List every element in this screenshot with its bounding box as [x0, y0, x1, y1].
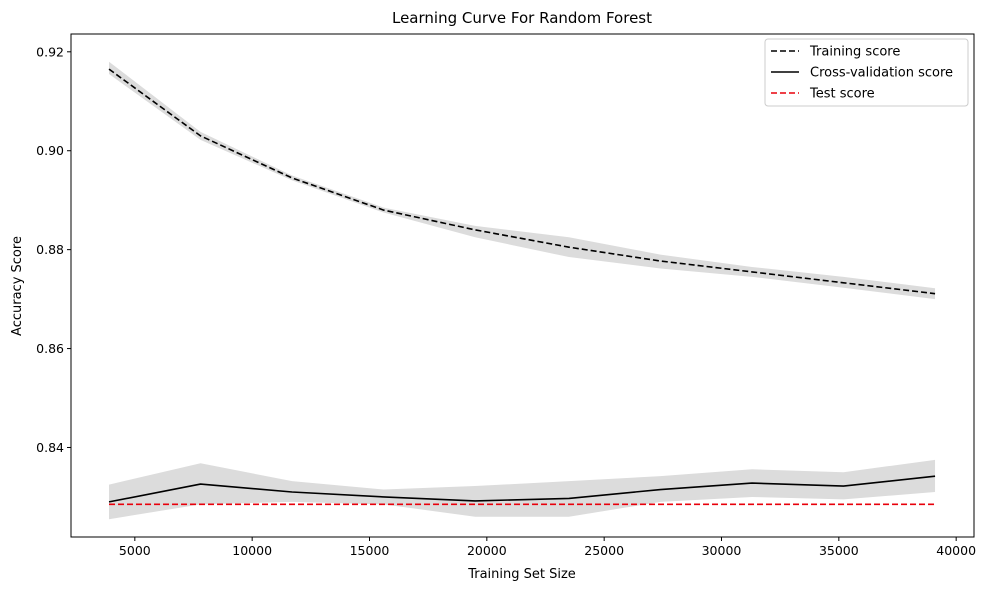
x-axis-title: Training Set Size: [467, 567, 576, 582]
series-line-1: [108, 475, 936, 503]
y-tick-label: 0.84: [36, 440, 64, 455]
plot-area: 5000 10000 15000 20000 25000 30000 35000 40000 0…: [36, 33, 976, 558]
y-axis-title: Accuracy Score: [10, 236, 25, 336]
y-tick-label: 0.88: [36, 242, 64, 257]
x-tick-label: 35000: [819, 543, 859, 558]
x-tick-label: 30000: [702, 543, 742, 558]
legend-label-2: Test score: [809, 87, 875, 102]
y-tick-label: 0.92: [36, 44, 64, 59]
x-tick-label: 10000: [232, 543, 272, 558]
series-line-0: [108, 68, 936, 295]
x-tick-label: 20000: [467, 543, 507, 558]
x-tick-label: 15000: [350, 543, 390, 558]
legend-label-1: Cross-validation score: [810, 66, 953, 81]
x-tick-label: 5000: [119, 543, 151, 558]
legend-box: [764, 38, 969, 107]
y-tick-label: 0.90: [36, 143, 64, 158]
y-tick-label: 0.86: [36, 341, 64, 356]
x-tick-label: 40000: [936, 543, 976, 558]
plot-frame: [70, 33, 975, 538]
chart-title: Learning Curve For Random Forest: [392, 9, 652, 27]
legend-label-0: Training score: [809, 45, 900, 60]
series-band-1: [109, 459, 936, 520]
legend: Training score Cross-validation score Test…: [764, 38, 969, 107]
x-tick-label: 25000: [584, 543, 624, 558]
